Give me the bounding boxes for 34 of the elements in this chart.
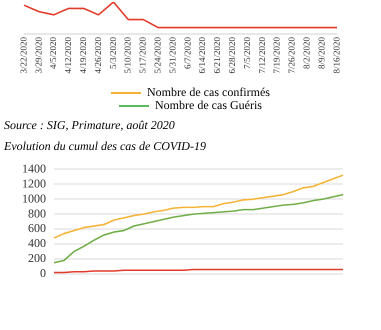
x-tick-label: 6/21/2020 xyxy=(212,36,222,74)
y-tick-label: 1400 xyxy=(22,161,46,176)
x-tick-label: 6/28/2020 xyxy=(227,36,238,74)
y-tick-label: 800 xyxy=(28,206,46,220)
x-tick-label: 4/12/2020 xyxy=(63,36,74,74)
x-tick-label: 3/22/2020 xyxy=(18,36,28,74)
x-tick-label: 7/19/2020 xyxy=(272,36,282,74)
source-note: Source : SIG, Primature, août 2020 xyxy=(3,118,176,133)
x-tick-label: 6/7/2020 xyxy=(182,36,192,70)
x-tick-label: 5/24/2020 xyxy=(152,36,162,74)
x-tick-label: 5/17/2020 xyxy=(138,36,148,74)
y-tick-label: 1200 xyxy=(22,176,46,190)
y-tick-label: 1000 xyxy=(22,191,46,206)
x-tick-label: 3/29/2020 xyxy=(33,36,44,74)
x-tick-label: 5/10/2020 xyxy=(122,36,133,74)
y-tick-label: 400 xyxy=(28,236,46,250)
x-tick-label: 6/14/2020 xyxy=(197,36,208,74)
x-tick-label: 5/3/2020 xyxy=(108,36,118,70)
y-tick-label: 0 xyxy=(40,266,46,280)
x-tick-label: 7/5/2020 xyxy=(242,36,252,70)
x-tick-label: 4/5/2020 xyxy=(48,36,58,70)
y-tick-label: 600 xyxy=(28,221,46,236)
y-tick-label: 200 xyxy=(28,251,46,266)
x-tick-label: 7/12/2020 xyxy=(256,36,267,74)
x-tick-label: 8/16/2020 xyxy=(331,36,342,74)
x-tick-label: 4/26/2020 xyxy=(92,36,103,74)
chart-title: Evolution du cumul des cas de COVID-19 xyxy=(3,139,207,154)
x-tick-label: 4/19/2020 xyxy=(78,36,88,74)
x-tick-label: 7/26/2020 xyxy=(286,36,297,74)
x-tick-label: 5/31/2020 xyxy=(167,36,178,74)
x-tick-label: 8/2/2020 xyxy=(302,36,312,70)
x-tick-label: 8/9/2020 xyxy=(316,36,326,70)
legend-label: Nombre de cas Guéris xyxy=(155,98,262,112)
legend-label: Nombre de cas confirmés xyxy=(147,85,270,99)
